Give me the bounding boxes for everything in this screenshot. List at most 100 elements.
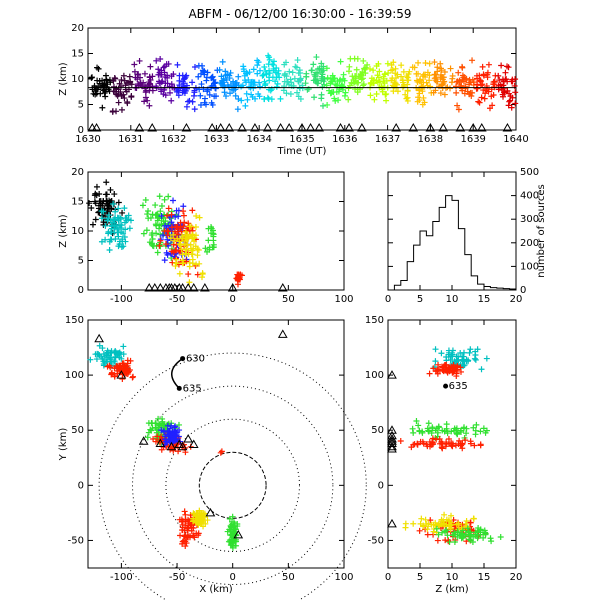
- source-point: [459, 64, 466, 71]
- source-point: [142, 196, 149, 203]
- source-point: [118, 106, 125, 113]
- station-triangle: [94, 333, 104, 343]
- station-triangle: [91, 122, 102, 132]
- source-point: [150, 435, 157, 442]
- y-tick-label: 100: [520, 261, 539, 272]
- source-point: [144, 97, 151, 104]
- y-tick-label: 15: [71, 49, 84, 60]
- source-point: [486, 105, 493, 112]
- source-point: [193, 212, 200, 219]
- source-point: [189, 256, 196, 263]
- x-tick-label: 1636: [332, 134, 357, 145]
- source-point: [402, 520, 409, 527]
- source-point: [109, 108, 116, 115]
- source-point: [149, 425, 156, 432]
- source-point: [125, 212, 132, 219]
- source-point: [180, 208, 187, 215]
- source-point: [183, 246, 190, 253]
- source-point: [177, 241, 184, 248]
- source-point: [110, 77, 117, 84]
- source-point: [112, 236, 119, 243]
- source-point: [450, 368, 457, 375]
- source-point: [179, 251, 186, 258]
- x-tick-label: 100: [334, 294, 353, 305]
- source-point: [335, 88, 342, 95]
- y-tick-label: 20: [71, 23, 84, 34]
- source-point: [349, 73, 356, 80]
- source-point: [124, 100, 131, 107]
- source-point: [153, 57, 160, 64]
- station-triangle: [335, 122, 346, 132]
- source-point: [373, 91, 380, 98]
- source-point: [212, 93, 219, 100]
- source-point: [439, 367, 446, 374]
- source-point: [203, 74, 210, 81]
- source-point: [94, 64, 101, 71]
- source-point: [240, 66, 247, 73]
- source-point: [478, 366, 485, 373]
- source-point: [438, 350, 445, 357]
- source-point: [257, 67, 264, 74]
- source-point: [434, 537, 441, 544]
- source-point: [178, 233, 185, 240]
- source-point: [179, 540, 186, 547]
- source-point: [420, 94, 427, 101]
- source-point: [86, 200, 93, 207]
- source-point: [103, 350, 110, 357]
- source-point: [261, 63, 268, 70]
- source-point: [461, 361, 468, 368]
- x-tick-label: 15: [478, 572, 491, 583]
- source-point: [506, 90, 513, 97]
- source-point: [152, 221, 159, 228]
- source-point: [191, 106, 198, 113]
- source-point: [453, 370, 460, 377]
- source-point: [120, 351, 127, 358]
- source-point: [200, 69, 207, 76]
- source-point: [102, 72, 109, 79]
- source-point: [463, 356, 470, 363]
- source-point: [286, 81, 293, 88]
- source-point: [102, 236, 109, 243]
- source-point: [479, 81, 486, 88]
- y-axis-label: Z (km): [58, 62, 69, 95]
- source-point: [437, 74, 444, 81]
- source-point: [498, 62, 505, 69]
- source-point: [382, 70, 389, 77]
- source-point: [230, 78, 237, 85]
- station-triangle: [314, 122, 324, 132]
- source-point: [165, 205, 172, 212]
- source-point: [447, 65, 454, 72]
- source-point: [378, 83, 385, 90]
- source-point: [124, 366, 131, 373]
- station-triangle: [387, 441, 397, 451]
- source-point: [392, 75, 399, 82]
- source-point: [371, 96, 378, 103]
- source-point: [162, 433, 169, 440]
- source-point: [89, 221, 96, 228]
- source-point: [224, 81, 231, 88]
- source-point: [196, 214, 203, 221]
- source-point: [242, 102, 249, 109]
- source-point: [445, 538, 452, 545]
- source-point: [413, 70, 420, 77]
- source-point: [153, 83, 160, 90]
- source-point: [177, 223, 184, 230]
- source-point: [125, 369, 132, 376]
- source-point: [454, 102, 461, 109]
- source-point: [246, 83, 253, 90]
- source-point: [264, 94, 271, 101]
- source-point: [235, 73, 242, 80]
- source-point: [157, 237, 164, 244]
- y-tick-label: 10: [71, 226, 84, 237]
- source-point: [320, 102, 327, 109]
- y-tick-label: 10: [71, 74, 84, 85]
- source-point: [443, 421, 450, 428]
- source-point: [446, 349, 453, 356]
- source-point: [137, 80, 144, 87]
- source-point: [454, 529, 461, 536]
- source-point: [384, 60, 391, 67]
- source-point: [220, 77, 227, 84]
- source-point: [481, 95, 488, 102]
- source-point: [483, 355, 490, 362]
- source-point: [171, 424, 178, 431]
